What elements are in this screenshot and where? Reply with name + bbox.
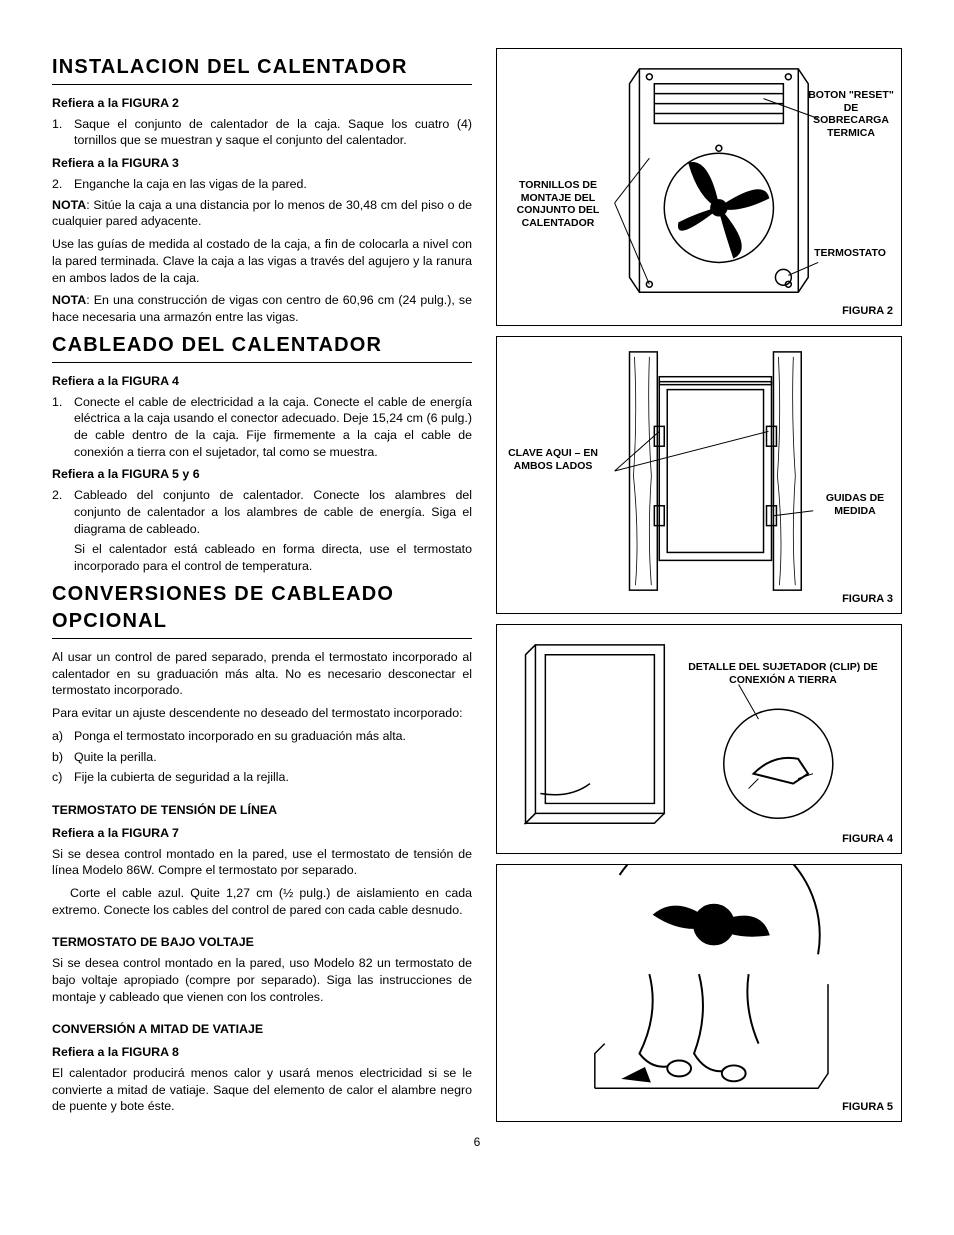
section-title-cableado: CABLEADO DEL CALENTADOR — [52, 332, 472, 363]
list-item: b) Quite la perilla. — [52, 749, 472, 766]
list-item: 2. Enganche la caja en las vigas de la p… — [52, 176, 472, 193]
ref-fig7: Refiera a la FIGURA 7 — [52, 825, 472, 842]
figure-4-svg — [497, 625, 901, 853]
fig2-label-reset: BOTON "RESET" DE SOBRECARGA TERMICA — [807, 89, 895, 139]
para: Si se desea control montado en la pared,… — [52, 955, 472, 1005]
figure-4: DETALLE DEL SUJETADOR (CLIP) DE CONEXIÓN… — [496, 624, 902, 854]
nota-1: NOTA: Sitúe la caja a una distancia por … — [52, 197, 472, 230]
para: Corte el cable azul. Quite 1,27 cm (½ pu… — [52, 885, 472, 918]
nota-2: NOTA: En una construcción de vigas con c… — [52, 292, 472, 325]
vatiaje-title: CONVERSIÓN A MITAD DE VATIAJE — [52, 1021, 472, 1038]
item-text: Conecte el cable de electricidad a la ca… — [74, 394, 472, 461]
figure-caption: FIGURA 4 — [842, 832, 893, 847]
figure-caption: FIGURA 2 — [842, 304, 893, 319]
item-number: 2. — [52, 487, 74, 537]
fig2-label-tornillos: TORNILLOS DE MONTAJE DEL CONJUNTO DEL CA… — [503, 179, 613, 229]
item-number — [52, 541, 74, 574]
ref-fig4: Refiera a la FIGURA 4 — [52, 373, 472, 390]
left-column: INSTALACION DEL CALENTADOR Refiera a la … — [52, 48, 472, 1122]
fig3-label-guias: GUIDAS DE MEDIDA — [815, 492, 895, 517]
item-text: Cableado del conjunto de calentador. Con… — [74, 487, 472, 537]
item-number: 1. — [52, 116, 74, 149]
list-item: 1. Saque el conjunto de calentador de la… — [52, 116, 472, 149]
fig2-label-termostato: TERMOSTATO — [805, 247, 895, 260]
ref-fig2: Refiera a la FIGURA 2 — [52, 95, 472, 112]
right-column: TORNILLOS DE MONTAJE DEL CONJUNTO DEL CA… — [496, 48, 902, 1122]
list-item-cont: Si el calentador está cableado en forma … — [52, 541, 472, 574]
item-text: Saque el conjunto de calentador de la ca… — [74, 116, 472, 149]
nota-text: : En una construcción de vigas con centr… — [52, 293, 472, 324]
item-number: b) — [52, 749, 74, 766]
item-text: Fije la cubierta de seguridad a la rejil… — [74, 769, 472, 786]
list-item: a) Ponga el termostato incorporado en su… — [52, 728, 472, 745]
figure-caption: FIGURA 3 — [842, 592, 893, 607]
item-text: Enganche la caja en las vigas de la pare… — [74, 176, 472, 193]
para: Use las guías de medida al costado de la… — [52, 236, 472, 286]
para: Al usar un control de pared separado, pr… — [52, 649, 472, 699]
item-text: Ponga el termostato incorporado en su gr… — [74, 728, 472, 745]
bajo-title: TERMOSTATO DE BAJO VOLTAJE — [52, 934, 472, 951]
figure-5-svg — [497, 865, 901, 1121]
fig4-label-detalle: DETALLE DEL SUJETADOR (CLIP) DE CONEXIÓN… — [683, 661, 883, 686]
page-number: 6 — [52, 1134, 902, 1150]
list-item: 1. Conecte el cable de electricidad a la… — [52, 394, 472, 461]
ref-fig3: Refiera a la FIGURA 3 — [52, 155, 472, 172]
figure-5: FIGURA 5 — [496, 864, 902, 1122]
figure-3: CLAVE AQUI – EN AMBOS LADOS GUIDAS DE ME… — [496, 336, 902, 614]
ref-fig8: Refiera a la FIGURA 8 — [52, 1044, 472, 1061]
fig3-label-clave: CLAVE AQUI – EN AMBOS LADOS — [503, 447, 603, 472]
item-number: 1. — [52, 394, 74, 461]
list-item: c) Fije la cubierta de seguridad a la re… — [52, 769, 472, 786]
item-number: c) — [52, 769, 74, 786]
section-title-conversiones: CONVERSIONES DE CABLEADO OPCIONAL — [52, 581, 472, 639]
item-text: Quite la perilla. — [74, 749, 472, 766]
figure-caption: FIGURA 5 — [842, 1100, 893, 1115]
item-number: a) — [52, 728, 74, 745]
ref-fig56: Refiera a la FIGURA 5 y 6 — [52, 466, 472, 483]
list-item: 2. Cableado del conjunto de calentador. … — [52, 487, 472, 537]
figure-3-svg — [497, 337, 901, 613]
section-title-instalacion: INSTALACION DEL CALENTADOR — [52, 54, 472, 85]
para: Para evitar un ajuste descendente no des… — [52, 705, 472, 722]
figure-2: TORNILLOS DE MONTAJE DEL CONJUNTO DEL CA… — [496, 48, 902, 326]
nota-label: NOTA — [52, 293, 86, 307]
nota-text: : Sitúe la caja a una distancia por lo m… — [52, 198, 472, 229]
para: Si se desea control montado en la pared,… — [52, 846, 472, 879]
item-text: Si el calentador está cableado en forma … — [74, 541, 472, 574]
nota-label: NOTA — [52, 198, 86, 212]
tension-title: TERMOSTATO DE TENSIÓN DE LÍNEA — [52, 802, 472, 819]
page: INSTALACION DEL CALENTADOR Refiera a la … — [52, 48, 902, 1122]
para: El calentador producirá menos calor y us… — [52, 1065, 472, 1115]
item-number: 2. — [52, 176, 74, 193]
